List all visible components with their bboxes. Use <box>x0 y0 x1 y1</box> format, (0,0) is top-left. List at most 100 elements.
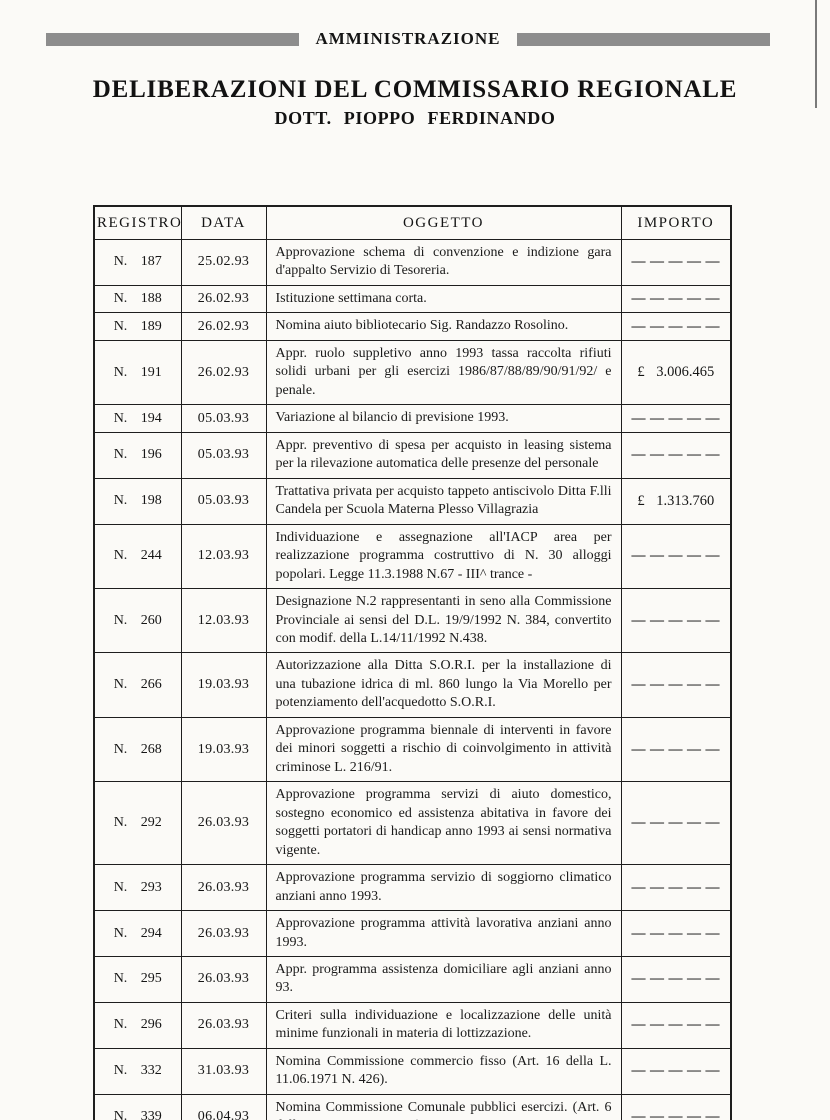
data-cell: 26.02.93 <box>180 284 267 314</box>
registro-cell: N. 292 <box>93 781 182 866</box>
oggetto-cell: Approvazione programma servizi di aiuto … <box>265 781 622 866</box>
importo-cell: — — — — — <box>620 716 732 783</box>
deliberations-table: REGISTRO DATA OGGETTO IMPORTO N. 187 25.0… <box>93 205 732 1120</box>
importo-amount: £ 3.006.465 <box>637 364 715 381</box>
table-header-row: REGISTRO DATA OGGETTO IMPORTO <box>93 205 732 240</box>
table-row: N. 295 26.03.93 Appr. programma assistenza… <box>93 956 732 1003</box>
importo-empty-dashes: — — — — — <box>631 815 720 831</box>
importo-cell: — — — — — <box>620 1001 732 1049</box>
table-row: N. 332 31.03.93 Nomina Commissione commerc… <box>93 1047 732 1095</box>
table-row: N. 294 26.03.93 Approvazione programma att… <box>93 910 732 957</box>
oggetto-cell: Appr. preventivo di spesa per acquisto i… <box>265 431 622 479</box>
registro-cell: N. 296 <box>93 1001 182 1049</box>
table-row: N. 196 05.03.93 Appr. preventivo di spesa … <box>93 431 732 479</box>
table-row: N. 293 26.03.93 Approvazione programma ser… <box>93 864 732 912</box>
oggetto-cell: Nomina aiuto bibliotecario Sig. Randazzo… <box>265 312 622 341</box>
importo-cell: — — — — — <box>620 239 732 286</box>
importo-empty-dashes: — — — — — <box>631 318 720 334</box>
page-title: DELIBERAZIONI DEL COMMISSARIO REGIONALE <box>92 76 738 103</box>
section-banner-title: AMMINISTRAZIONE <box>315 29 501 48</box>
importo-cell: — — — — — <box>620 864 732 912</box>
importo-empty-dashes: — — — — — <box>631 291 720 307</box>
importo-empty-dashes: — — — — — <box>631 1063 720 1079</box>
data-cell: 31.03.93 <box>180 1047 267 1095</box>
table-row: N. 260 12.03.93 Designazione N.2 rappresen… <box>93 588 732 654</box>
importo-empty-dashes: — — — — — <box>631 1017 720 1033</box>
table-row: N. 268 19.03.93 Approvazione programma bie… <box>93 716 732 783</box>
oggetto-cell: Designazione N.2 rappresentanti in seno … <box>265 588 622 654</box>
oggetto-cell: Individuazione e assegnazione all'IACP a… <box>265 523 622 590</box>
table-row: N. 296 26.03.93 Criteri sulla individuazio… <box>93 1001 732 1049</box>
importo-empty-dashes: — — — — — <box>631 548 720 564</box>
table-body: N. 187 25.02.93 Approvazione schema di con… <box>93 239 732 1120</box>
data-cell: 19.03.93 <box>180 716 267 783</box>
table-row: N. 339 06.04.93 Nomina Commissione Comunal… <box>93 1093 732 1120</box>
registro-cell: N. 196 <box>93 431 182 479</box>
table-row: N. 266 19.03.93 Autorizzazione alla Ditta … <box>93 652 732 718</box>
table-row: N. 187 25.02.93 Approvazione schema di con… <box>93 239 732 286</box>
data-cell: 19.03.93 <box>180 652 267 718</box>
oggetto-cell: Trattativa privata per acquisto tappeto … <box>265 477 622 525</box>
data-cell: 26.03.93 <box>180 864 267 912</box>
data-cell: 12.03.93 <box>180 523 267 590</box>
oggetto-cell: Approvazione schema di convenzione e ind… <box>265 239 622 286</box>
table-row: N. 191 26.02.93 Appr. ruolo suppletivo ann… <box>93 339 732 406</box>
registro-cell: N. 293 <box>93 864 182 912</box>
data-cell: 26.02.93 <box>180 312 267 341</box>
importo-cell: — — — — — <box>620 1047 732 1095</box>
importo-cell: — — — — — <box>620 588 732 654</box>
oggetto-cell: Criteri sulla individuazione e localizza… <box>265 1001 622 1049</box>
registro-cell: N. 332 <box>93 1047 182 1095</box>
registro-cell: N. 194 <box>93 404 182 433</box>
oggetto-cell: Approvazione programma servizio di soggi… <box>265 864 622 912</box>
registro-cell: N. 244 <box>93 523 182 590</box>
importo-cell: — — — — — <box>620 312 732 341</box>
table-row: N. 244 12.03.93 Individuazione e assegnazi… <box>93 523 732 590</box>
oggetto-cell: Approvazione programma attività lavorati… <box>265 910 622 957</box>
oggetto-cell: Autorizzazione alla Ditta S.O.R.I. per l… <box>265 652 622 718</box>
data-cell: 25.02.93 <box>180 239 267 286</box>
importo-empty-dashes: — — — — — <box>631 879 720 895</box>
importo-cell: — — — — — <box>620 652 732 718</box>
data-cell: 12.03.93 <box>180 588 267 654</box>
importo-cell: — — — — — <box>620 910 732 957</box>
registro-cell: N. 187 <box>93 239 182 286</box>
data-cell: 26.03.93 <box>180 910 267 957</box>
registro-cell: N. 260 <box>93 588 182 654</box>
table-row: N. 189 26.02.93 Nomina aiuto bibliotecario… <box>93 312 732 341</box>
importo-empty-dashes: — — — — — <box>631 254 720 270</box>
column-header-importo: IMPORTO <box>620 205 732 240</box>
registro-cell: N. 191 <box>93 339 182 406</box>
registro-cell: N. 339 <box>93 1093 182 1120</box>
data-cell: 26.03.93 <box>180 1001 267 1049</box>
importo-empty-dashes: — — — — — <box>631 971 720 987</box>
table-row: N. 194 05.03.93 Variazione al bilancio di … <box>93 404 732 433</box>
table-row: N. 292 26.03.93 Approvazione programma ser… <box>93 781 732 866</box>
importo-amount: £ 1.313.760 <box>637 492 715 509</box>
table-row: N. 188 26.02.93 Istituzione settimana cort… <box>93 284 732 314</box>
column-header-oggetto: OGGETTO <box>265 205 622 240</box>
importo-cell: — — — — — <box>620 523 732 590</box>
oggetto-cell: Nomina Commissione Comunale pubblici ese… <box>265 1093 622 1120</box>
column-header-registro: REGISTRO <box>93 205 182 240</box>
oggetto-cell: Nomina Commissione commercio fisso (Art.… <box>265 1047 622 1095</box>
importo-cell: — — — — — <box>620 781 732 866</box>
banner-bar-left <box>46 32 300 46</box>
importo-cell: £ 3.006.465 <box>620 339 732 406</box>
importo-cell: — — — — — <box>620 431 732 479</box>
registro-cell: N. 268 <box>93 716 182 783</box>
registro-cell: N. 295 <box>93 956 182 1003</box>
data-cell: 06.04.93 <box>180 1093 267 1120</box>
table-row: N. 198 05.03.93 Trattativa privata per acq… <box>93 477 732 525</box>
registro-cell: N. 189 <box>93 312 182 341</box>
importo-cell: — — — — — <box>620 1093 732 1120</box>
registro-cell: N. 294 <box>93 910 182 957</box>
importo-empty-dashes: — — — — — <box>631 612 720 628</box>
importo-empty-dashes: — — — — — <box>631 410 720 426</box>
importo-cell: — — — — — <box>620 404 732 433</box>
oggetto-cell: Variazione al bilancio di previsione 199… <box>265 404 622 433</box>
data-cell: 05.03.93 <box>180 431 267 479</box>
importo-cell: — — — — — <box>620 284 732 314</box>
data-cell: 05.03.93 <box>180 404 267 433</box>
